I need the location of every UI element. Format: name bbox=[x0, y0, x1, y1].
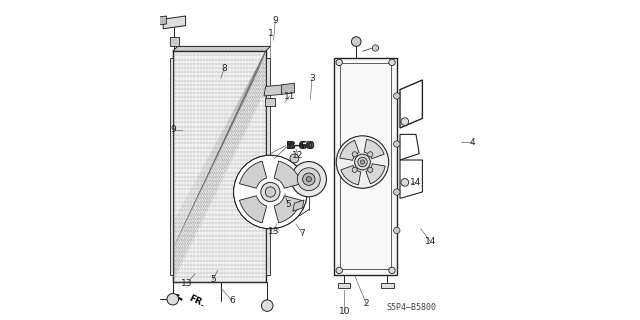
Text: FR.: FR. bbox=[187, 294, 206, 309]
Polygon shape bbox=[381, 283, 394, 288]
Circle shape bbox=[290, 154, 299, 163]
Circle shape bbox=[394, 141, 400, 147]
Circle shape bbox=[234, 155, 307, 229]
Text: 12: 12 bbox=[292, 151, 303, 160]
Text: 5: 5 bbox=[210, 276, 216, 284]
Text: 7: 7 bbox=[300, 229, 305, 238]
Circle shape bbox=[306, 177, 312, 182]
Circle shape bbox=[351, 37, 361, 46]
Wedge shape bbox=[364, 139, 384, 159]
Polygon shape bbox=[154, 16, 166, 26]
Polygon shape bbox=[338, 283, 351, 288]
Wedge shape bbox=[340, 140, 359, 160]
Text: 10: 10 bbox=[339, 308, 350, 316]
Text: 9: 9 bbox=[170, 125, 175, 134]
Circle shape bbox=[352, 152, 357, 157]
Circle shape bbox=[394, 227, 400, 234]
Polygon shape bbox=[334, 58, 397, 275]
Circle shape bbox=[358, 157, 367, 167]
Polygon shape bbox=[173, 46, 270, 51]
Circle shape bbox=[151, 295, 159, 303]
Text: 1: 1 bbox=[268, 29, 273, 38]
Polygon shape bbox=[293, 200, 304, 211]
Circle shape bbox=[298, 168, 320, 191]
Wedge shape bbox=[239, 161, 267, 188]
Circle shape bbox=[401, 118, 409, 125]
Circle shape bbox=[389, 267, 396, 274]
Circle shape bbox=[261, 182, 280, 202]
Circle shape bbox=[265, 195, 273, 202]
Text: S5P4—B5800: S5P4—B5800 bbox=[386, 303, 436, 312]
Text: 8: 8 bbox=[221, 64, 227, 73]
Polygon shape bbox=[163, 16, 186, 29]
Circle shape bbox=[167, 293, 179, 305]
Text: 14: 14 bbox=[410, 178, 422, 187]
Circle shape bbox=[336, 59, 342, 66]
Polygon shape bbox=[264, 85, 285, 96]
Circle shape bbox=[368, 167, 373, 172]
Text: 9: 9 bbox=[273, 16, 278, 25]
Circle shape bbox=[372, 45, 379, 51]
Circle shape bbox=[401, 179, 409, 186]
Circle shape bbox=[394, 189, 400, 195]
Polygon shape bbox=[170, 37, 179, 46]
Polygon shape bbox=[282, 83, 294, 94]
Circle shape bbox=[291, 162, 326, 197]
Circle shape bbox=[355, 154, 371, 170]
Circle shape bbox=[303, 173, 315, 185]
Text: 5: 5 bbox=[285, 200, 291, 209]
Wedge shape bbox=[274, 161, 301, 188]
Wedge shape bbox=[274, 196, 301, 223]
Text: B-60: B-60 bbox=[288, 140, 315, 151]
Circle shape bbox=[352, 167, 357, 172]
Text: 14: 14 bbox=[425, 237, 436, 246]
Circle shape bbox=[360, 160, 365, 164]
Circle shape bbox=[262, 300, 273, 311]
Text: B-60: B-60 bbox=[287, 140, 313, 151]
Text: 6: 6 bbox=[229, 296, 235, 305]
Circle shape bbox=[336, 267, 342, 274]
Text: 2: 2 bbox=[364, 300, 369, 308]
Circle shape bbox=[265, 187, 275, 197]
Polygon shape bbox=[170, 58, 173, 275]
Wedge shape bbox=[366, 164, 385, 184]
Polygon shape bbox=[266, 58, 270, 275]
Circle shape bbox=[394, 93, 400, 99]
Text: 4: 4 bbox=[469, 138, 475, 147]
Circle shape bbox=[368, 152, 373, 157]
Text: 13: 13 bbox=[182, 279, 193, 288]
Wedge shape bbox=[239, 196, 267, 223]
Circle shape bbox=[389, 59, 396, 66]
Wedge shape bbox=[341, 165, 361, 185]
Text: 3: 3 bbox=[309, 74, 315, 83]
Circle shape bbox=[336, 136, 388, 188]
Text: 11: 11 bbox=[284, 92, 295, 100]
Polygon shape bbox=[265, 98, 275, 106]
Polygon shape bbox=[173, 51, 266, 282]
Text: 13: 13 bbox=[268, 228, 279, 236]
